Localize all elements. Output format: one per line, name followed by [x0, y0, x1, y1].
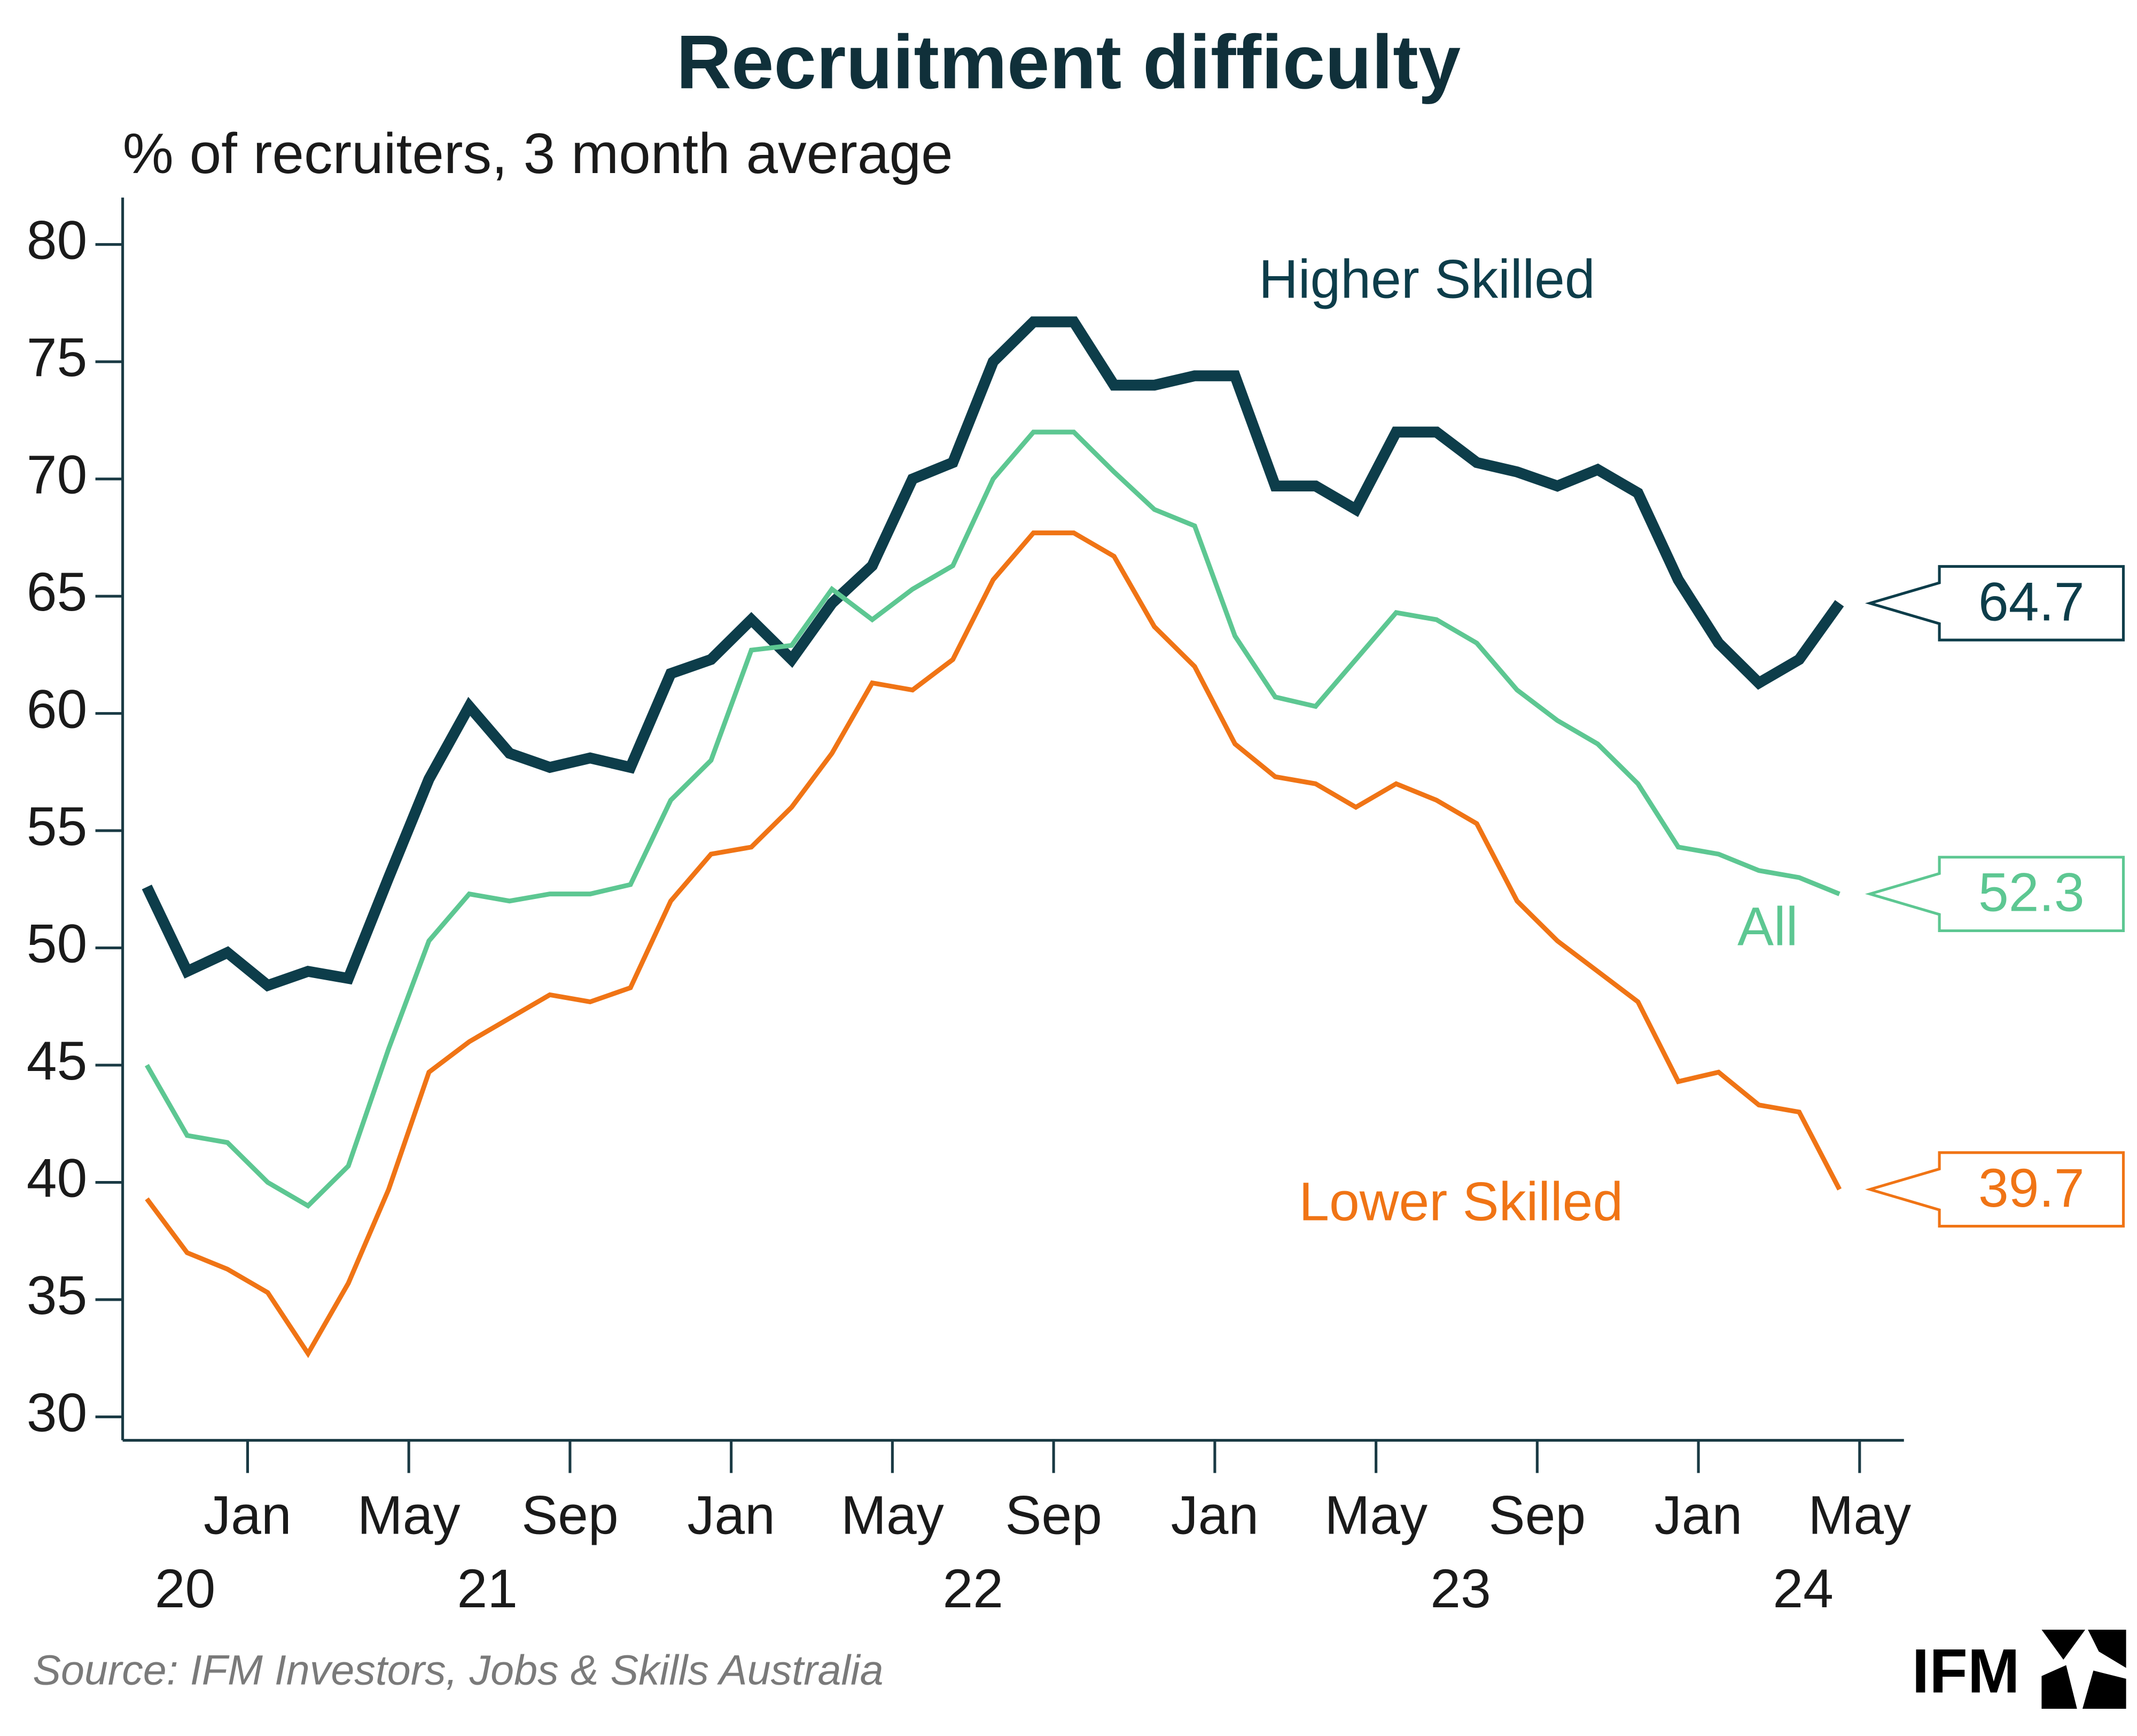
y-tick-label: 30: [27, 1382, 88, 1443]
x-tick-label: May: [841, 1484, 944, 1545]
y-tick-label: 75: [27, 327, 88, 388]
chart-subtitle: % of recruiters, 3 month average: [123, 121, 953, 185]
y-tick-label: 80: [27, 210, 88, 271]
x-tick-label: May: [1324, 1484, 1428, 1545]
x-tick-label: Sep: [1005, 1484, 1102, 1545]
end-value-label: 52.3: [1978, 862, 2085, 923]
x-year-label: 21: [457, 1558, 518, 1619]
series-line: [144, 429, 1840, 1209]
x-tick-label: Jan: [204, 1484, 292, 1545]
x-year-label: 24: [1773, 1558, 1833, 1619]
y-tick-label: 60: [27, 679, 88, 740]
y-tick-label: 40: [27, 1148, 88, 1209]
end-callout-box: [1865, 856, 2125, 933]
y-tick-label: 45: [27, 1030, 88, 1091]
chart-title: Recruitment difficulty: [676, 20, 1461, 105]
source-note: Source: IFM Investors, Jobs & Skills Aus…: [33, 1646, 883, 1694]
y-tick-label: 55: [27, 796, 88, 857]
y-tick-label: 70: [27, 444, 88, 505]
x-tick-label: Jan: [1171, 1484, 1259, 1545]
x-tick-label: May: [357, 1484, 461, 1545]
y-tick-label: 50: [27, 913, 88, 974]
end-value-label: 39.7: [1978, 1158, 2085, 1218]
series-line: [142, 316, 1844, 992]
x-tick-label: Sep: [521, 1484, 619, 1545]
x-tick-label: Sep: [1489, 1484, 1586, 1545]
y-tick-label: 35: [27, 1265, 88, 1326]
series-label: Lower Skilled: [1299, 1171, 1623, 1232]
x-tick-label: May: [1808, 1484, 1911, 1545]
series-label: Higher Skilled: [1259, 249, 1595, 310]
x-year-label: 22: [942, 1558, 1003, 1619]
series-line: [145, 530, 1842, 1358]
x-tick-label: Jan: [687, 1484, 775, 1545]
x-year-label: 23: [1430, 1558, 1491, 1619]
x-year-label: 20: [155, 1558, 216, 1619]
end-callout-box: [1865, 565, 2125, 642]
x-tick-label: Jan: [1655, 1484, 1743, 1545]
brand-logo-icon: [2041, 1630, 2126, 1709]
brand-logo-text: IFM: [1912, 1636, 2020, 1706]
series-label: All: [1737, 896, 1798, 957]
end-callout-box: [1865, 1151, 2125, 1228]
y-tick-label: 65: [27, 561, 88, 622]
end-value-label: 64.7: [1978, 571, 2085, 632]
